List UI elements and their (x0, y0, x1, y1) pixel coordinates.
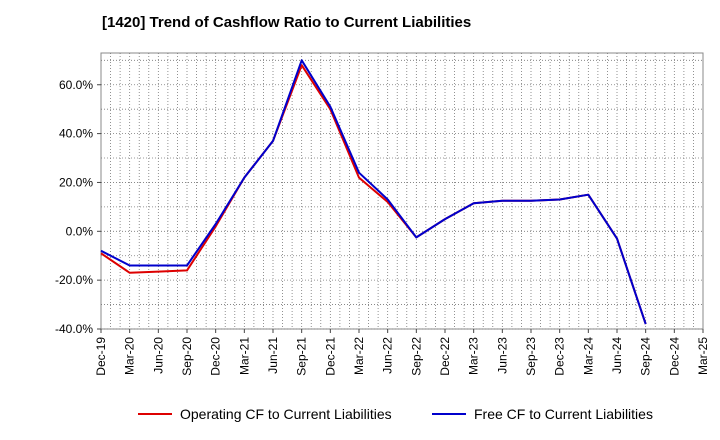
y-tick-label: -40.0% (55, 322, 93, 336)
series-line-free-cf (100, 59, 647, 325)
x-tick-label: Sep-23 (524, 337, 538, 376)
x-tick-label: Sep-24 (639, 337, 653, 376)
x-tick-label: Sep-21 (295, 337, 309, 376)
x-tick-label: Dec-20 (209, 337, 223, 376)
y-tick-label: -20.0% (55, 273, 93, 287)
x-tick-label: Dec-24 (667, 337, 681, 376)
x-tick-label: Jun-21 (266, 337, 280, 374)
x-tick-label: Mar-23 (467, 337, 481, 375)
x-tick-label: Mar-22 (352, 337, 366, 375)
x-tick-label: Jun-23 (495, 337, 509, 374)
x-tick-label: Sep-22 (409, 337, 423, 376)
x-tick-label: Dec-22 (438, 337, 452, 376)
x-tick-label: Mar-21 (237, 337, 251, 375)
series-lines (100, 59, 647, 325)
x-tick-label: Dec-23 (553, 337, 567, 376)
x-tick-label: Jun-24 (610, 337, 624, 374)
legend-label-free-cf: Free CF to Current Liabilities (474, 406, 653, 422)
y-tick-label: 60.0% (59, 78, 93, 92)
chart-title: [1420] Trend of Cashflow Ratio to Curren… (102, 14, 472, 31)
grid (101, 53, 703, 330)
x-tick-label: Jun-22 (381, 337, 395, 374)
x-tick-label: Mar-24 (581, 337, 595, 375)
x-tick-label: Mar-20 (123, 337, 137, 375)
legend-swatch-operating-cf (138, 413, 172, 415)
legend-item-free-cf: Free CF to Current Liabilities (432, 404, 653, 424)
y-tick-label: 20.0% (59, 175, 93, 189)
x-tick-label: Dec-19 (94, 337, 108, 376)
legend-swatch-free-cf (432, 413, 466, 415)
x-tick-label: Dec-21 (323, 337, 337, 376)
y-tick-label: 0.0% (66, 224, 94, 238)
legend-item-operating-cf: Operating CF to Current Liabilities (138, 404, 392, 424)
y-axis: 60.0% 40.0% 20.0% 0.0% -20.0% -40.0% (55, 78, 101, 336)
y-tick-label: 40.0% (59, 127, 93, 141)
x-axis: Dec-19 Mar-20 Jun-20 Sep-20 Dec-20 Mar-21 Jun-… (94, 329, 710, 376)
legend-label-operating-cf: Operating CF to Current Liabilities (180, 406, 392, 422)
x-tick-label: Mar-25 (696, 337, 710, 375)
plot-area (100, 52, 704, 330)
x-tick-label: Sep-20 (180, 337, 194, 376)
x-tick-label: Jun-20 (151, 337, 165, 374)
